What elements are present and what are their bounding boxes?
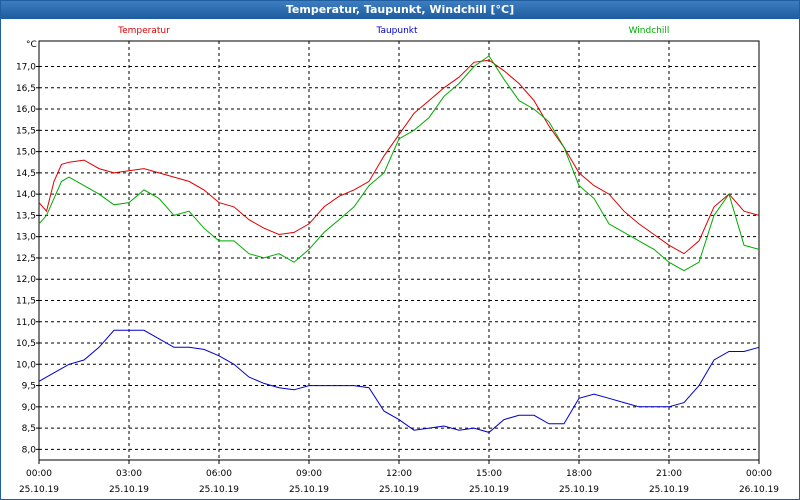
y-tick-label: 12,5 [16,254,36,264]
y-tick-label: 17,0 [16,63,36,73]
x-tick-date-label: 25.10.19 [649,485,689,495]
y-axis-ticks: 8,0 8,5 9,0 9,5 10,0 10,5 11,0 11,5 12,0 12,5 13,0… [16,63,39,455]
x-tick-date-label: 25.10.19 [559,485,599,495]
x-tick-time-label: 12:00 [386,469,412,479]
x-tick-time-label: 03:00 [116,469,142,479]
y-tick-label: 12,0 [16,275,36,285]
y-tick-label: 9,5 [22,382,36,392]
y-tick-label: 16,5 [16,84,36,94]
x-tick-time-label: 15:00 [476,469,502,479]
legend-item-taupunkt: Taupunkt [375,26,418,36]
x-tick-date-label: 25.10.19 [109,485,149,495]
series-line-temperatur [38,59,760,255]
grid-lines [39,41,759,460]
x-tick-date-label: 25.10.19 [379,485,419,495]
x-axis-ticks: 00:00 25.10.19 03:00 25.10.19 06:00 25.10.19 0… [19,460,779,495]
x-tick-time-label: 18:00 [566,469,592,479]
x-tick-time-label: 06:00 [206,469,232,479]
x-tick-time-label: 00:00 [746,469,772,479]
y-tick-label: 16,0 [16,105,36,115]
y-tick-label: 10,5 [16,339,36,349]
y-tick-label: 9,0 [22,403,37,413]
x-tick-date-label: 25.10.19 [289,485,329,495]
x-tick-time-label: 21:00 [656,469,682,479]
legend-item-temperatur: Temperatur [117,26,170,36]
series-lines [38,55,760,433]
y-tick-label: 14,0 [16,190,36,200]
x-tick-date-label: 25.10.19 [199,485,239,495]
y-tick-label: 11,0 [16,318,36,328]
x-tick-time-label: 00:00 [26,469,52,479]
series-line-taupunkt [38,329,760,433]
legend-item-windchill: Windchill [629,26,670,36]
y-axis-unit-label: °C [26,40,37,50]
y-tick-label: 15,5 [16,126,36,136]
y-tick-label: 11,5 [16,296,36,306]
y-tick-label: 8,5 [22,424,36,434]
y-tick-label: 8,0 [22,445,37,455]
legend: Temperatur Taupunkt Windchill [117,26,669,36]
y-tick-label: 14,5 [16,169,36,179]
x-tick-date-label: 25.10.19 [469,485,509,495]
series-line-windchill [38,55,760,272]
chart-title: Temperatur, Taupunkt, Windchill [°C] [1,1,799,19]
x-tick-date-label: 26.10.19 [739,485,779,495]
y-tick-label: 15,0 [16,148,36,158]
y-tick-label: 13,0 [16,233,36,243]
x-tick-date-label: 25.10.19 [19,485,59,495]
y-tick-label: 10,0 [16,360,36,370]
x-tick-time-label: 09:00 [296,469,322,479]
y-tick-label: 13,5 [16,211,36,221]
